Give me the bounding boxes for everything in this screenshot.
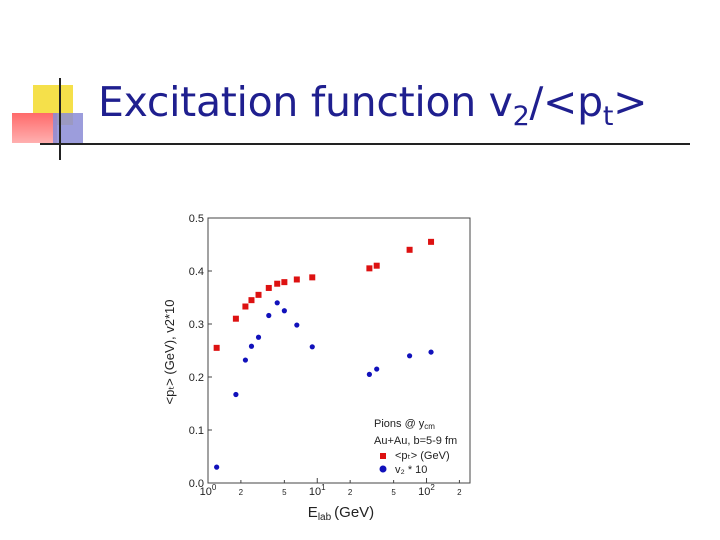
x-axis-label: Elab (GeV) [308, 504, 374, 523]
v2-point [242, 357, 249, 363]
y-tick-label: 0.0 [189, 478, 204, 490]
decor-blue-square [53, 113, 83, 143]
x-tick-label: 2 [457, 488, 462, 497]
y-tick-label: 0.3 [189, 319, 204, 331]
pt-point [248, 297, 255, 304]
pt-point [366, 265, 373, 272]
legend-marker-pt [380, 453, 386, 459]
y-axis-label: <pₜ> (GeV), v2*10 [162, 299, 177, 404]
legend-subtitle: Au+Au, b=5-9 fm [374, 435, 457, 447]
y-tick-label: 0.5 [189, 213, 204, 225]
x-tick-label: 5 [282, 488, 287, 497]
legend-entry-v2: v₂ * 10 [395, 464, 427, 476]
v2-point [233, 391, 239, 398]
v2-point [248, 343, 255, 349]
legend-entry-pt: <pₜ> (GeV) [395, 450, 450, 462]
x-tick-label: 101 [309, 483, 326, 498]
v2-point [255, 334, 262, 340]
plot-frame [207, 217, 471, 484]
x-tick-label: 2 [239, 488, 244, 497]
x-tick-label: 102 [418, 483, 435, 498]
excitation-function-chart: 0.0 0.1 0.2 0.3 0.4 0.5 100 2 5 101 2 5 102 2 <pₜ> (… [155, 200, 485, 530]
decor-red-bar [12, 113, 57, 143]
v2-point [281, 308, 287, 314]
pt-point [213, 344, 220, 351]
x-tick-label: 5 [391, 488, 396, 497]
pt-point [428, 238, 435, 245]
chart-svg: 0.0 0.1 0.2 0.3 0.4 0.5 100 2 5 101 2 5 102 2 <pₜ> (… [162, 213, 471, 523]
pt-point [373, 262, 380, 269]
v2-point [309, 344, 315, 350]
title-text-mid: /<p [529, 78, 604, 126]
data-marks [213, 238, 435, 470]
y-tick-label: 0.1 [189, 425, 204, 437]
title-subscript-2: 2 [512, 101, 530, 132]
v2-point [428, 349, 434, 355]
legend-marker-v2 [379, 465, 387, 473]
legend-title: Pions @ ycm [374, 418, 435, 431]
title-subscript-t: t [602, 101, 614, 132]
y-tick-label: 0.2 [189, 372, 204, 384]
v2-point [374, 366, 380, 372]
pt-point [242, 303, 249, 310]
v2-point [294, 322, 300, 328]
pt-point [281, 279, 288, 286]
x-tick-label: 100 [200, 483, 217, 498]
pt-point [293, 276, 300, 283]
title-underline [40, 143, 690, 145]
pt-point [255, 291, 262, 298]
legend: Pions @ ycm Au+Au, b=5-9 fm <pₜ> (GeV) v… [374, 418, 457, 476]
title-text: Excitation function v [98, 78, 513, 126]
pt-point [274, 280, 281, 287]
y-tick-label: 0.4 [189, 266, 204, 278]
slide-title: Excitation function v2/<pt> [98, 78, 647, 132]
v2-point [266, 312, 272, 319]
v2-point [274, 300, 280, 306]
y-axis-ticks: 0.0 0.1 0.2 0.3 0.4 0.5 [189, 213, 212, 490]
x-axis-ticks: 100 2 5 101 2 5 102 2 [200, 478, 462, 498]
x-tick-label: 2 [348, 488, 353, 497]
pt-point [406, 246, 413, 253]
title-text-end: > [613, 78, 648, 126]
pt-point [309, 274, 316, 281]
v2-point [214, 464, 220, 470]
pt-point [265, 284, 272, 291]
v2-point [366, 371, 372, 377]
decor-vertical-line [59, 78, 61, 160]
pt-point [232, 315, 239, 322]
v2-point [406, 353, 413, 359]
